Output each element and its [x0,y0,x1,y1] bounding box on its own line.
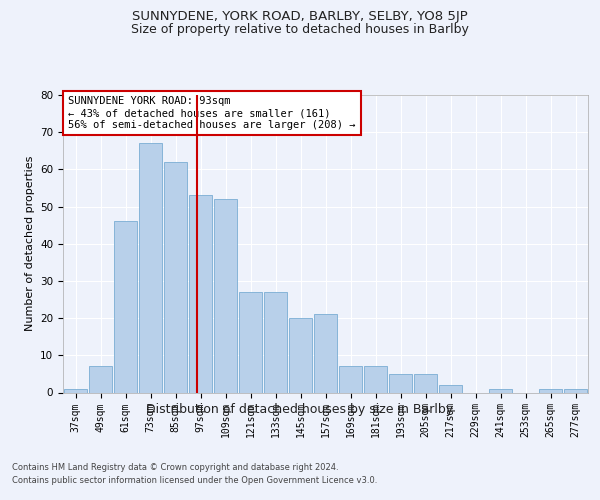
Y-axis label: Number of detached properties: Number of detached properties [25,156,35,332]
Bar [89,366,112,392]
Bar [189,196,212,392]
Bar [64,389,87,392]
Bar [164,162,187,392]
Bar [489,389,512,392]
Bar [364,366,387,392]
Text: SUNNYDENE, YORK ROAD, BARLBY, SELBY, YO8 5JP: SUNNYDENE, YORK ROAD, BARLBY, SELBY, YO8… [132,10,468,23]
Bar [314,314,337,392]
Bar [389,374,412,392]
Bar [564,389,587,392]
Bar [339,366,362,392]
Text: Distribution of detached houses by size in Barlby: Distribution of detached houses by size … [146,402,454,415]
Text: Contains public sector information licensed under the Open Government Licence v3: Contains public sector information licen… [12,476,377,485]
Bar [264,292,287,392]
Bar [414,374,437,392]
Bar [539,389,562,392]
Bar [114,222,137,392]
Text: Size of property relative to detached houses in Barlby: Size of property relative to detached ho… [131,22,469,36]
Bar [289,318,312,392]
Bar [439,385,462,392]
Bar [139,144,162,392]
Text: Contains HM Land Registry data © Crown copyright and database right 2024.: Contains HM Land Registry data © Crown c… [12,462,338,471]
Text: SUNNYDENE YORK ROAD: 93sqm
← 43% of detached houses are smaller (161)
56% of sem: SUNNYDENE YORK ROAD: 93sqm ← 43% of deta… [68,96,356,130]
Bar [214,199,237,392]
Bar [239,292,262,392]
